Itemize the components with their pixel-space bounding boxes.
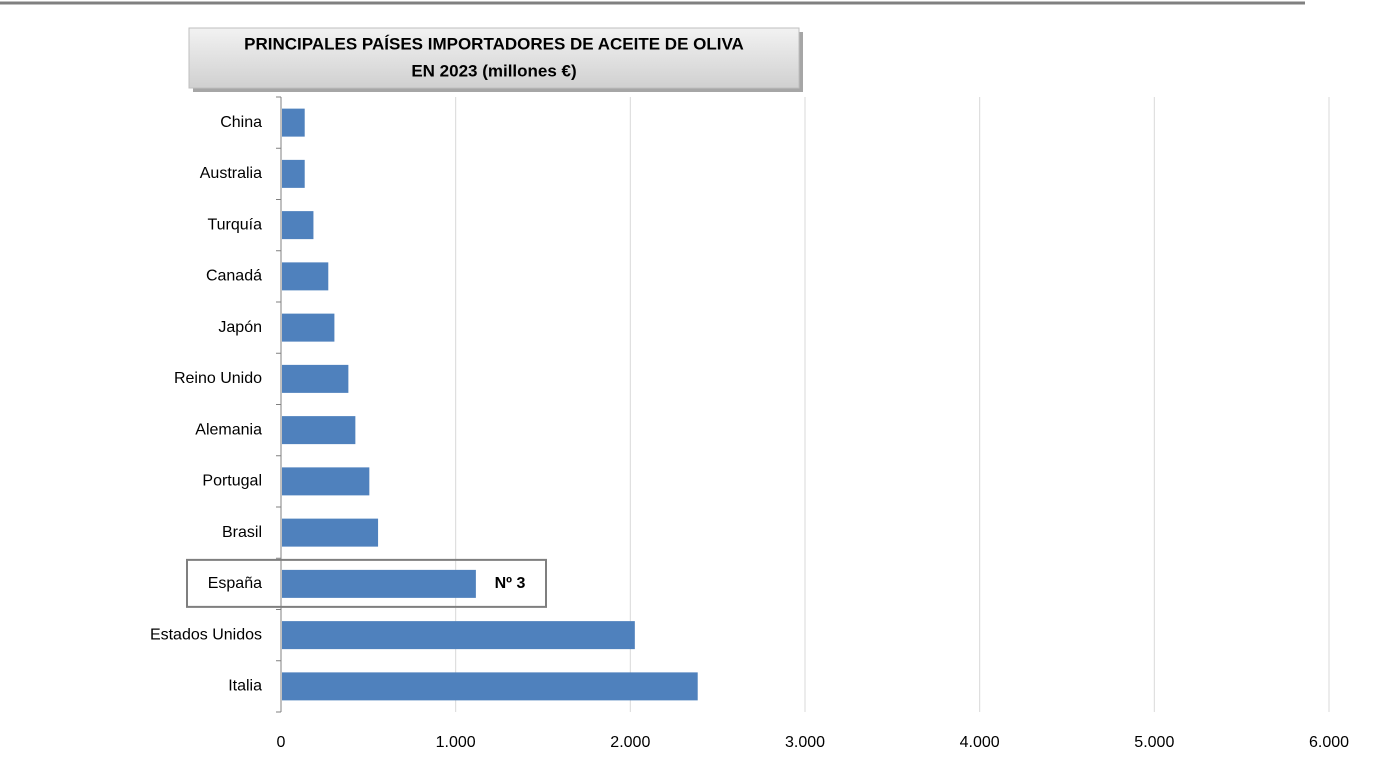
bar (282, 159, 305, 188)
x-tick-label: 1.000 (436, 734, 476, 751)
bar (282, 211, 314, 240)
annotation: Nº 3 (495, 575, 526, 592)
x-tick-label: 0 (277, 734, 286, 751)
chart-title: EN 2023 (millones €) (411, 61, 576, 80)
x-tick-label: 2.000 (610, 734, 650, 751)
bar (282, 313, 335, 342)
y-tick-label: Australia (200, 165, 262, 182)
bar (282, 621, 635, 650)
bar (282, 467, 370, 496)
bar (282, 364, 349, 393)
x-tick-label: 3.000 (785, 734, 825, 751)
y-tick-label: Portugal (202, 473, 262, 490)
bar (282, 416, 356, 445)
bar (282, 518, 379, 547)
x-tick-label: 4.000 (960, 734, 1000, 751)
y-tick-label: Italia (228, 678, 262, 695)
y-tick-label: Estados Unidos (150, 626, 262, 643)
bar (282, 672, 698, 701)
y-tick-label: Japón (218, 319, 262, 336)
bar (282, 108, 305, 137)
bar (282, 569, 476, 598)
y-tick-label: China (220, 114, 262, 131)
highlight-box (186, 558, 547, 608)
y-tick-label: Canadá (206, 268, 262, 285)
x-tick-label: 6.000 (1309, 734, 1349, 751)
y-tick-label: Reino Unido (174, 370, 262, 387)
y-tick-label: Turquía (207, 216, 262, 233)
title-box (188, 27, 800, 89)
y-tick-label: Alemania (195, 421, 262, 438)
chart-title: PRINCIPALES PAÍSES IMPORTADORES DE ACEIT… (244, 34, 744, 53)
y-tick-label: España (208, 575, 262, 592)
bar (282, 262, 329, 291)
y-tick-label: Brasil (222, 524, 262, 541)
x-tick-label: 5.000 (1134, 734, 1174, 751)
